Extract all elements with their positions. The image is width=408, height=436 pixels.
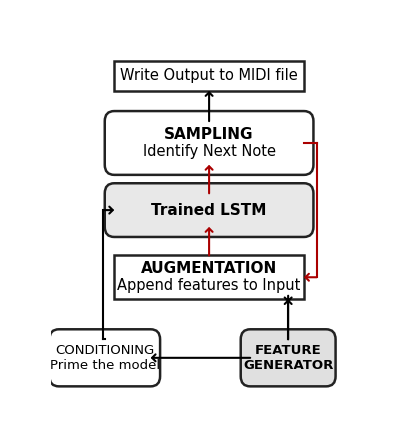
Text: FEATURE
GENERATOR: FEATURE GENERATOR: [243, 344, 333, 372]
FancyBboxPatch shape: [105, 183, 313, 237]
Text: SAMPLING: SAMPLING: [164, 127, 254, 142]
Text: Trained LSTM: Trained LSTM: [151, 203, 267, 218]
FancyBboxPatch shape: [105, 111, 313, 175]
Text: AUGMENTATION: AUGMENTATION: [141, 261, 277, 276]
Text: CONDITIONING
Prime the model: CONDITIONING Prime the model: [50, 344, 160, 372]
Text: Identify Next Note: Identify Next Note: [143, 144, 275, 159]
Text: Append features to Input: Append features to Input: [118, 278, 301, 293]
FancyBboxPatch shape: [114, 255, 304, 299]
FancyBboxPatch shape: [114, 61, 304, 91]
FancyBboxPatch shape: [241, 329, 335, 386]
FancyBboxPatch shape: [49, 329, 160, 386]
Text: Write Output to MIDI file: Write Output to MIDI file: [120, 68, 298, 83]
